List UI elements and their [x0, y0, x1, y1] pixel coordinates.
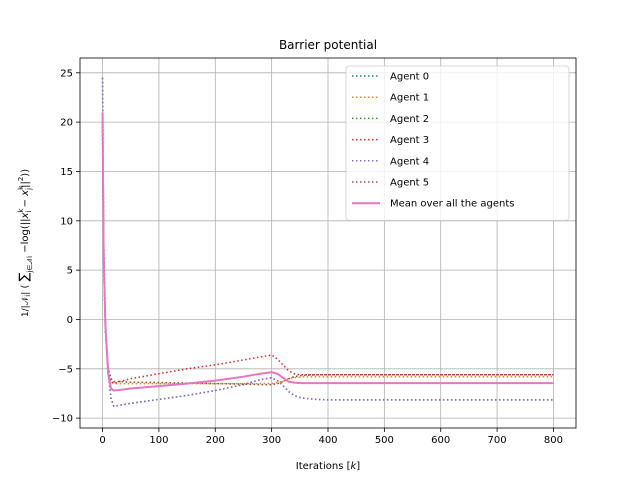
- x-axis-label: Iterations [k]: [296, 461, 361, 472]
- x-tick-label: 100: [149, 435, 168, 446]
- y-tick-label: −5: [58, 364, 73, 375]
- chart-title: Barrier potential: [279, 38, 377, 52]
- legend-label: Agent 5: [390, 178, 429, 189]
- legend-label: Agent 2: [390, 114, 429, 125]
- series-line-mean-over-all-the-agents: [101, 112, 554, 392]
- legend-label: Agent 1: [390, 93, 429, 104]
- x-tick-label: 500: [375, 435, 394, 446]
- series-line-agent-5: [101, 127, 554, 386]
- legend-box: [345, 65, 570, 221]
- y-tick-label: 10: [60, 216, 73, 227]
- legend-label: Agent 0: [390, 72, 429, 83]
- legend-label: Agent 4: [390, 156, 429, 167]
- y-tick-label: 0: [67, 315, 73, 326]
- y-tick-label: 15: [60, 167, 73, 178]
- y-tick-label: 20: [60, 118, 73, 129]
- x-tick-label: 300: [262, 435, 281, 446]
- x-tick-label: 200: [206, 435, 225, 446]
- svg-text:1/|𝒩i| ( ∑j∈𝒩i −log(||xki −: 1/|𝒩i| ( ∑j∈𝒩i −log(||xki − xkj||2)): [17, 169, 34, 317]
- y-tick-label: 5: [67, 266, 73, 277]
- x-tick-label: 400: [318, 435, 337, 446]
- legend: Agent 0 Agent 1 Agent 2 Agent 3 Agent 4 Agent…: [345, 65, 570, 221]
- legend-label: Mean over all the agents: [390, 199, 514, 210]
- legend-label: Agent 3: [390, 135, 429, 146]
- y-tick-label: 25: [60, 68, 73, 79]
- y-axis-label: 1/|𝒩i| ( ∑j∈𝒩i −log(||xki − xkj||2)): [17, 169, 34, 317]
- x-tick-label: 0: [99, 435, 105, 446]
- series-line-agent-3: [101, 127, 554, 385]
- x-tick-label: 600: [431, 435, 450, 446]
- x-tick-label: 700: [488, 435, 507, 446]
- series-line-agent-4: [101, 77, 554, 408]
- y-tick-label: −10: [52, 414, 73, 425]
- x-tick-label: 800: [544, 435, 563, 446]
- plot-lines: [101, 77, 554, 408]
- axis-ticks: 0 100 200 300 400 500 600 700 800 −10 −5 0 5 10 15 20 25: [52, 68, 563, 446]
